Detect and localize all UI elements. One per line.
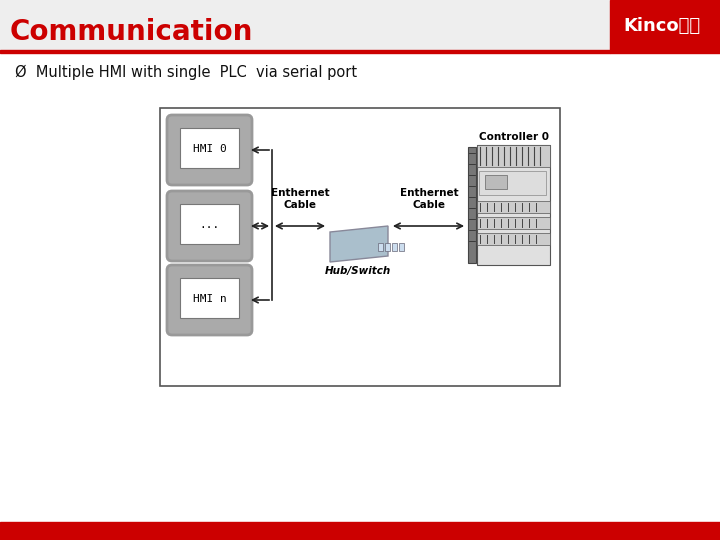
Text: Controller 0: Controller 0 (479, 132, 549, 142)
FancyBboxPatch shape (167, 191, 252, 261)
Text: ...: ... (199, 220, 220, 230)
FancyBboxPatch shape (167, 265, 252, 335)
Bar (180, 204, 239, 244)
Bar (180, 278, 239, 318)
Bar (477, 233, 550, 245)
Bar (485, 175, 507, 189)
Bar (180, 128, 239, 168)
Bar (399, 243, 404, 251)
Bar (385, 243, 390, 251)
FancyBboxPatch shape (167, 115, 252, 185)
Bar (378, 243, 383, 251)
Bar (160, 108, 560, 386)
Bar (477, 201, 550, 213)
Bar (0, 522, 720, 540)
Bar (0, 50, 610, 53)
Text: Ø  Multiple HMI with single  PLC  via serial port: Ø Multiple HMI with single PLC via seria… (15, 64, 357, 79)
Bar (477, 145, 550, 167)
Text: Hub/Switch: Hub/Switch (325, 266, 391, 276)
Text: Enthernet
Cable: Enthernet Cable (271, 188, 329, 210)
Bar (477, 217, 550, 229)
Bar (610, 0, 720, 53)
Text: Kinco步科: Kinco步科 (624, 17, 701, 35)
Text: HMI 0: HMI 0 (193, 144, 226, 154)
Bar (477, 145, 550, 265)
Text: Communication: Communication (10, 18, 253, 46)
Bar (479, 171, 546, 195)
Bar (0, 0, 720, 50)
Bar (392, 243, 397, 251)
Text: Enthernet
Cable: Enthernet Cable (400, 188, 459, 210)
Polygon shape (330, 226, 388, 262)
Bar (468, 147, 476, 263)
Text: HMI n: HMI n (193, 294, 226, 304)
